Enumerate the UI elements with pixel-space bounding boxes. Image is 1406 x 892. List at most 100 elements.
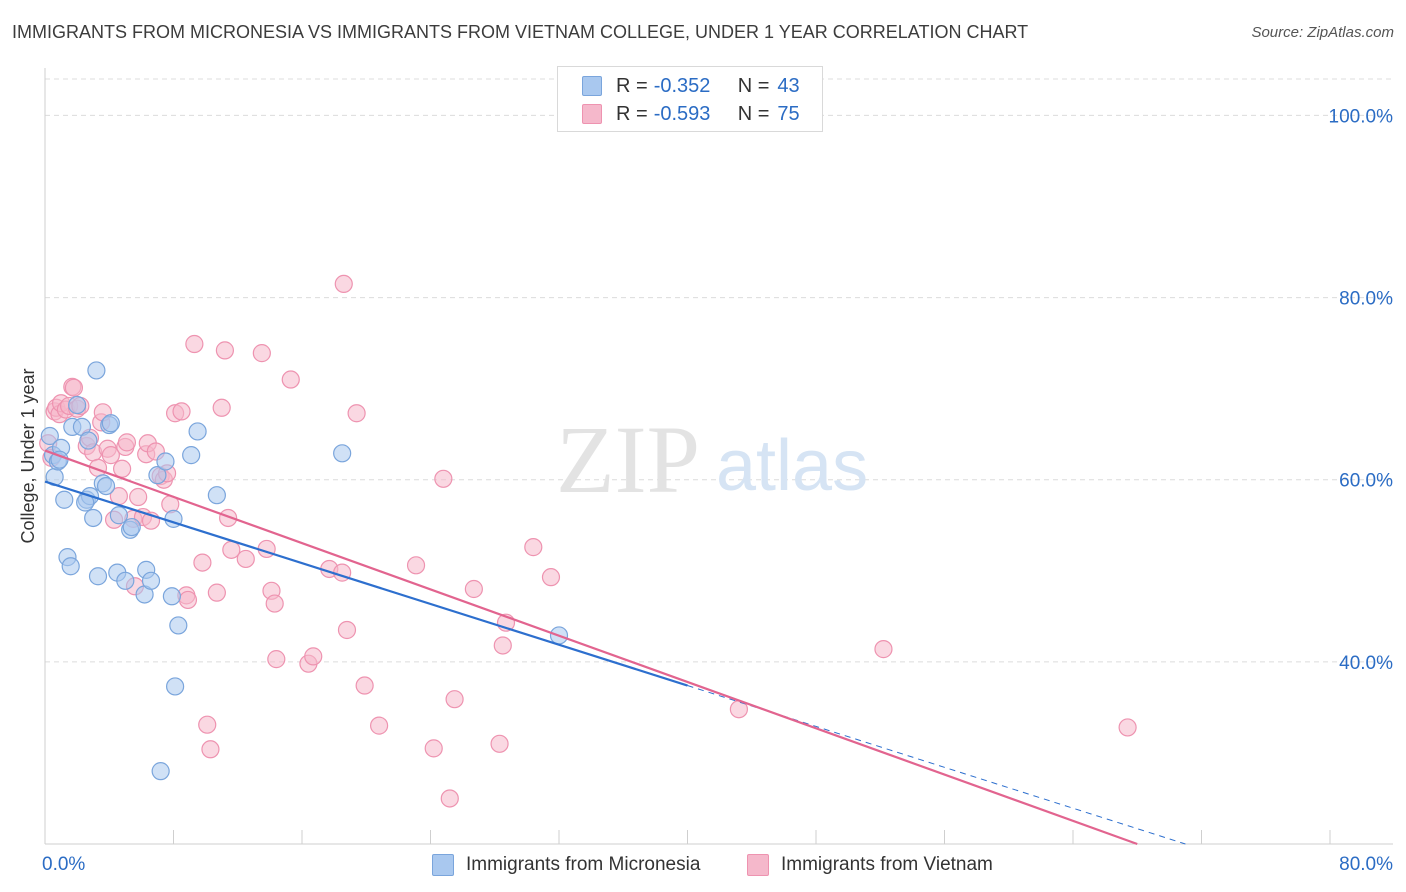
vietnam-point	[464, 579, 483, 599]
vietnam-point	[64, 378, 84, 397]
micronesia-point	[87, 361, 106, 380]
watermark: ZIP atlas	[556, 406, 868, 513]
y-tick-label: 100.0%	[1329, 106, 1394, 127]
vietnam-point	[265, 594, 284, 613]
source-credit: Source: ZipAtlas.com	[1251, 24, 1394, 41]
vietnam-point	[201, 740, 220, 759]
legend-label: Immigrants from Micronesia	[466, 854, 701, 875]
vietnam-point	[117, 433, 137, 452]
micronesia-point	[79, 431, 98, 450]
vietnam-swatch	[582, 104, 602, 124]
legend-row-micronesia: R = -0.352 N = 43	[558, 71, 800, 101]
vietnam-point	[304, 647, 323, 666]
micronesia-point	[109, 506, 128, 525]
micronesia-point	[88, 567, 108, 586]
vietnam-point	[198, 715, 217, 734]
micronesia-point	[166, 677, 185, 696]
micronesia-point	[156, 452, 175, 471]
micronesia-point	[101, 414, 120, 433]
vietnam-point	[236, 549, 255, 569]
y-tick-label: 80.0%	[1339, 289, 1393, 310]
vietnam-point	[193, 553, 212, 572]
vietnam-point	[215, 341, 234, 360]
chart-title: IMMIGRANTS FROM MICRONESIA VS IMMIGRANTS…	[12, 22, 1029, 42]
vietnam-point	[207, 583, 226, 602]
micronesia-point	[96, 476, 116, 496]
y-axis-label: College, Under 1 year	[18, 368, 38, 543]
micronesia-swatch	[432, 854, 454, 876]
vietnam-point	[440, 789, 459, 808]
micronesia-swatch	[582, 76, 602, 96]
vietnam-point	[355, 676, 374, 695]
vietnam-point	[1118, 718, 1137, 737]
vietnam-point	[541, 568, 561, 587]
vietnam-point	[252, 344, 271, 363]
vietnam-point	[347, 404, 366, 423]
micronesia-point	[169, 616, 188, 635]
micronesia-point	[122, 517, 141, 537]
series-vietnam	[39, 274, 1137, 808]
n-label: N =	[737, 74, 770, 97]
n-value: 75	[777, 102, 800, 125]
axis-labels: 40.0% 60.0% 80.0% 100.0% 0.0% 80.0% College, U…	[18, 106, 1393, 875]
micronesia-point	[151, 762, 170, 781]
vietnam-point	[267, 650, 286, 669]
micronesia-point	[207, 486, 226, 505]
vietnam-point	[219, 508, 238, 528]
micronesia-point	[188, 422, 207, 441]
legend-label: Immigrants from Vietnam	[781, 854, 993, 875]
vietnam-point	[112, 459, 132, 478]
n-value: 43	[777, 74, 800, 97]
vietnam-point	[490, 734, 509, 753]
micronesia-point	[116, 571, 135, 590]
vietnam-point	[337, 620, 357, 640]
r-label: R =	[616, 102, 648, 125]
y-tick-label: 60.0%	[1339, 471, 1393, 492]
micronesia-point	[148, 466, 167, 485]
vietnam-point	[524, 538, 543, 557]
n-label: N =	[737, 102, 770, 125]
vietnam-point	[334, 274, 353, 294]
correlation-legend: R = -0.352 N = 43 R = -0.593 N = 75	[557, 66, 823, 132]
r-value: -0.352	[653, 74, 711, 97]
watermark-zip: ZIP	[556, 406, 700, 513]
vietnam-point	[874, 640, 893, 659]
vietnam-point	[406, 556, 426, 575]
vietnam-point	[424, 739, 443, 758]
vietnam-point	[493, 636, 512, 655]
vietnam-point	[281, 370, 300, 389]
legend-item-micronesia: Immigrants from Micronesia	[432, 850, 700, 880]
vietnam-swatch	[747, 854, 769, 876]
micronesia-point	[84, 508, 103, 528]
trendlines	[44, 449, 1186, 846]
y-tick-label: 40.0%	[1339, 653, 1393, 674]
micronesia-point	[162, 587, 181, 606]
vietnam-point	[178, 590, 198, 610]
series-micronesia	[40, 361, 569, 781]
vietnam-point	[129, 487, 148, 507]
vietnam-point	[445, 690, 464, 709]
legend-row-vietnam: R = -0.593 N = 75	[558, 99, 800, 129]
micronesia-point	[68, 395, 87, 415]
vietnam-point	[370, 716, 389, 735]
watermark-atlas: atlas	[716, 426, 868, 506]
legend-item-vietnam: Immigrants from Vietnam	[747, 850, 993, 880]
micronesia-trendline	[44, 480, 688, 687]
vietnam-point	[434, 469, 453, 488]
micronesia-point	[55, 490, 74, 509]
r-label: R =	[616, 74, 648, 97]
vietnam-trendline	[44, 449, 1138, 846]
vietnam-point	[185, 334, 204, 354]
vietnam-point	[212, 398, 231, 417]
micronesia-point	[141, 571, 161, 590]
micronesia-point	[333, 444, 352, 463]
gridlines	[45, 78, 1393, 663]
micronesia-point	[61, 557, 80, 576]
vietnam-point	[101, 446, 120, 465]
x-tick-label: 80.0%	[1339, 854, 1393, 875]
micronesia-point	[182, 446, 201, 465]
series-legend: Immigrants from Micronesia Immigrants fr…	[0, 850, 1406, 880]
micronesia-point	[40, 426, 59, 446]
vietnam-point	[172, 402, 191, 421]
